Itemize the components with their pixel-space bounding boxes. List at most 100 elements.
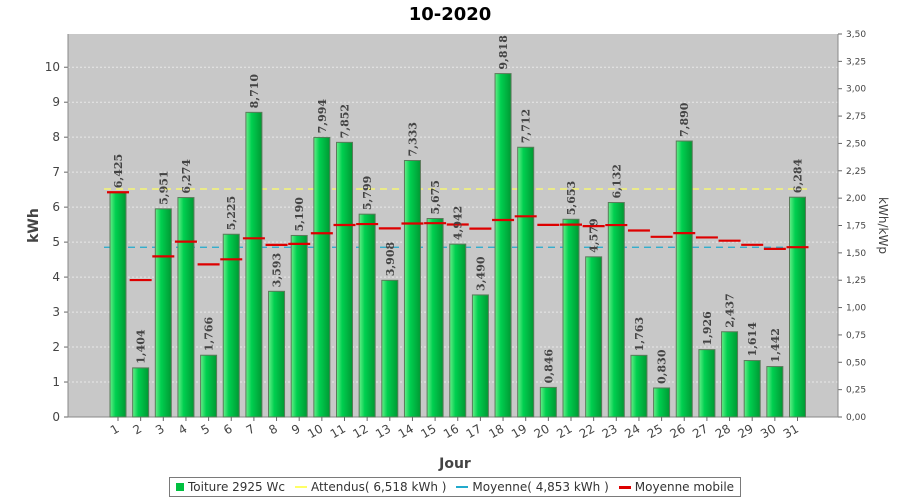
x-tick-label: 13 [373, 421, 393, 441]
legend-label-expected: Attendus( 6,518 kWh ) [310, 480, 447, 494]
x-tick-label: 28 [713, 421, 733, 441]
x-axis-label: Jour [438, 456, 471, 472]
x-tick-label: 20 [532, 421, 552, 441]
y-tick-label: 6 [52, 200, 60, 214]
data-label: 5,225 [225, 196, 238, 230]
legend-swatch-moving-average [618, 485, 631, 489]
x-tick-label: 21 [554, 421, 574, 441]
x-tick-label: 15 [418, 421, 438, 441]
y2-tick-label: 2,50 [846, 139, 866, 149]
x-tick-label: 22 [577, 421, 597, 441]
bar [517, 146, 535, 418]
y2-tick-label: 1,25 [846, 276, 866, 286]
y-tick-label: 9 [52, 95, 60, 109]
data-label: 1,442 [769, 328, 782, 362]
data-label: 5,653 [565, 181, 578, 215]
x-tick-label: 10 [305, 421, 325, 441]
y-axis-label: kWh [26, 208, 42, 243]
x-tick-label: 17 [464, 421, 484, 441]
bar [562, 218, 580, 418]
data-label: 7,852 [339, 104, 352, 138]
bar [698, 349, 716, 418]
legend: Toiture 2925 Wc Attendus( 6,518 kWh ) Mo… [169, 477, 742, 497]
legend-item-average: Moyenne( 4,853 kWh ) [456, 480, 609, 494]
bar [789, 196, 806, 418]
bar [222, 233, 240, 418]
data-label: 3,908 [384, 242, 397, 277]
x-tick-label: 6 [221, 421, 235, 437]
bar [177, 197, 195, 418]
x-tick-label: 16 [441, 421, 461, 441]
x-tick-label: 18 [486, 421, 506, 441]
data-label: 7,890 [678, 102, 691, 137]
y-tick-label: 2 [52, 340, 60, 354]
x-tick-label: 29 [735, 421, 755, 441]
bar [721, 331, 739, 418]
x-tick-label: 1 [108, 421, 122, 437]
bar [607, 202, 625, 418]
x-tick-label: 2 [131, 421, 145, 437]
data-label: 6,274 [180, 159, 193, 194]
bar [494, 73, 512, 418]
data-label: 6,284 [792, 158, 805, 193]
bar [358, 213, 376, 418]
bar [403, 160, 421, 418]
data-label: 5,190 [293, 197, 306, 232]
x-tick-label: 12 [350, 421, 370, 441]
y2-tick-label: 1,75 [846, 222, 866, 232]
data-label: 1,926 [701, 311, 714, 346]
bar [290, 234, 308, 418]
legend-item-moving-average: Moyenne mobile [618, 480, 735, 494]
bar [154, 208, 172, 418]
x-tick-label: 4 [176, 421, 190, 437]
data-label: 5,799 [361, 176, 374, 210]
data-label: 9,818 [497, 35, 510, 70]
legend-label-moving-average: Moyenne mobile [634, 480, 735, 494]
legend-label-average: Moyenne( 4,853 kWh ) [472, 480, 609, 494]
y2-tick-label: 0,50 [846, 358, 866, 368]
y-tick-label: 10 [45, 60, 60, 74]
x-tick-label: 14 [396, 421, 416, 441]
y2-tick-label: 0,25 [846, 386, 866, 396]
y-tick-label: 3 [52, 305, 60, 319]
legend-swatch-expected [294, 486, 307, 488]
bar [653, 387, 671, 418]
x-tick-label: 11 [328, 421, 348, 441]
x-tick-label: 3 [153, 421, 167, 437]
bar [471, 294, 489, 418]
x-tick-label: 24 [622, 421, 642, 441]
data-label: 3,490 [474, 256, 487, 291]
data-label: 1,763 [633, 317, 646, 351]
bar [268, 290, 286, 418]
legend-item-bars: Toiture 2925 Wc [176, 480, 285, 494]
bar [426, 218, 444, 418]
bar [200, 354, 218, 418]
legend-swatch-average [456, 486, 469, 488]
y2-tick-label: 0,00 [846, 413, 866, 423]
data-label: 3,593 [271, 253, 284, 287]
legend-label-bars: Toiture 2925 Wc [188, 480, 285, 494]
x-tick-label: 26 [668, 421, 688, 441]
data-label: 0,846 [542, 349, 555, 384]
data-label: 4,579 [588, 218, 601, 252]
data-label: 7,994 [316, 99, 329, 134]
x-tick-label: 9 [289, 421, 303, 437]
data-label: 1,404 [135, 329, 148, 364]
y2-tick-label: 2,00 [846, 194, 866, 204]
x-tick-label: 7 [244, 421, 258, 437]
bar [109, 191, 127, 418]
bar [630, 354, 648, 418]
data-label: 7,333 [406, 122, 419, 156]
data-label: 8,710 [248, 74, 261, 109]
y2-tick-label: 2,75 [846, 112, 866, 122]
data-label: 5,675 [429, 180, 442, 214]
bar [245, 111, 263, 418]
x-tick-label: 5 [198, 421, 212, 437]
y-tick-label: 5 [52, 235, 60, 249]
bar [449, 243, 467, 418]
bar [585, 256, 603, 418]
data-label: 1,614 [746, 322, 759, 357]
y2-tick-label: 2,25 [846, 167, 866, 177]
